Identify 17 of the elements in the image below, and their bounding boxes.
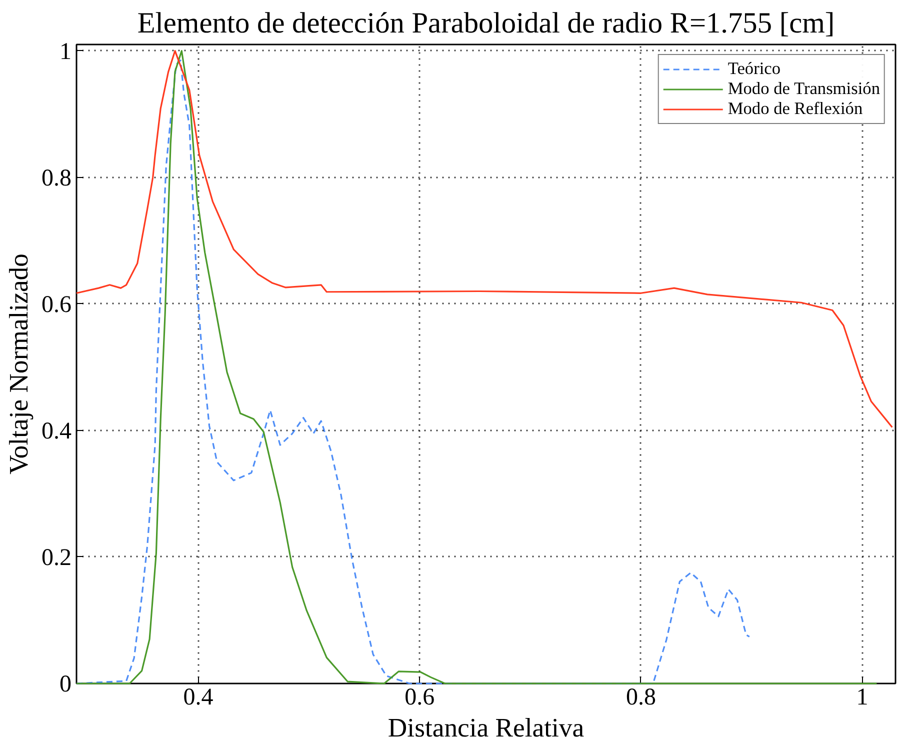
y-tick-label: 0.4 xyxy=(42,418,72,444)
y-tick-label: 0 xyxy=(60,672,72,698)
x-axis-title: Distancia Relativa xyxy=(388,712,584,742)
line-series xyxy=(76,50,893,428)
y-tick-label: 1 xyxy=(60,38,72,65)
y-tick-label: 0.8 xyxy=(42,165,72,192)
legend-label: Teórico xyxy=(728,59,781,79)
x-tick-label: 0.6 xyxy=(404,684,435,710)
y-tick-label: 0.2 xyxy=(42,544,72,571)
x-tick-label: 0.8 xyxy=(626,684,656,710)
y-tick-label: 0.6 xyxy=(42,292,72,318)
x-tick-label: 1 xyxy=(856,684,868,710)
x-tick-label: 0.4 xyxy=(183,684,214,710)
legend-label: Modo de Reflexión xyxy=(728,99,863,119)
chart-title: Elemento de detección Paraboloidal de radio R=1.755 [cm] xyxy=(137,8,835,40)
y-axis-title: Voltaje Normalizado xyxy=(4,254,34,474)
legend-label: Modo de Transmisión xyxy=(728,79,880,99)
